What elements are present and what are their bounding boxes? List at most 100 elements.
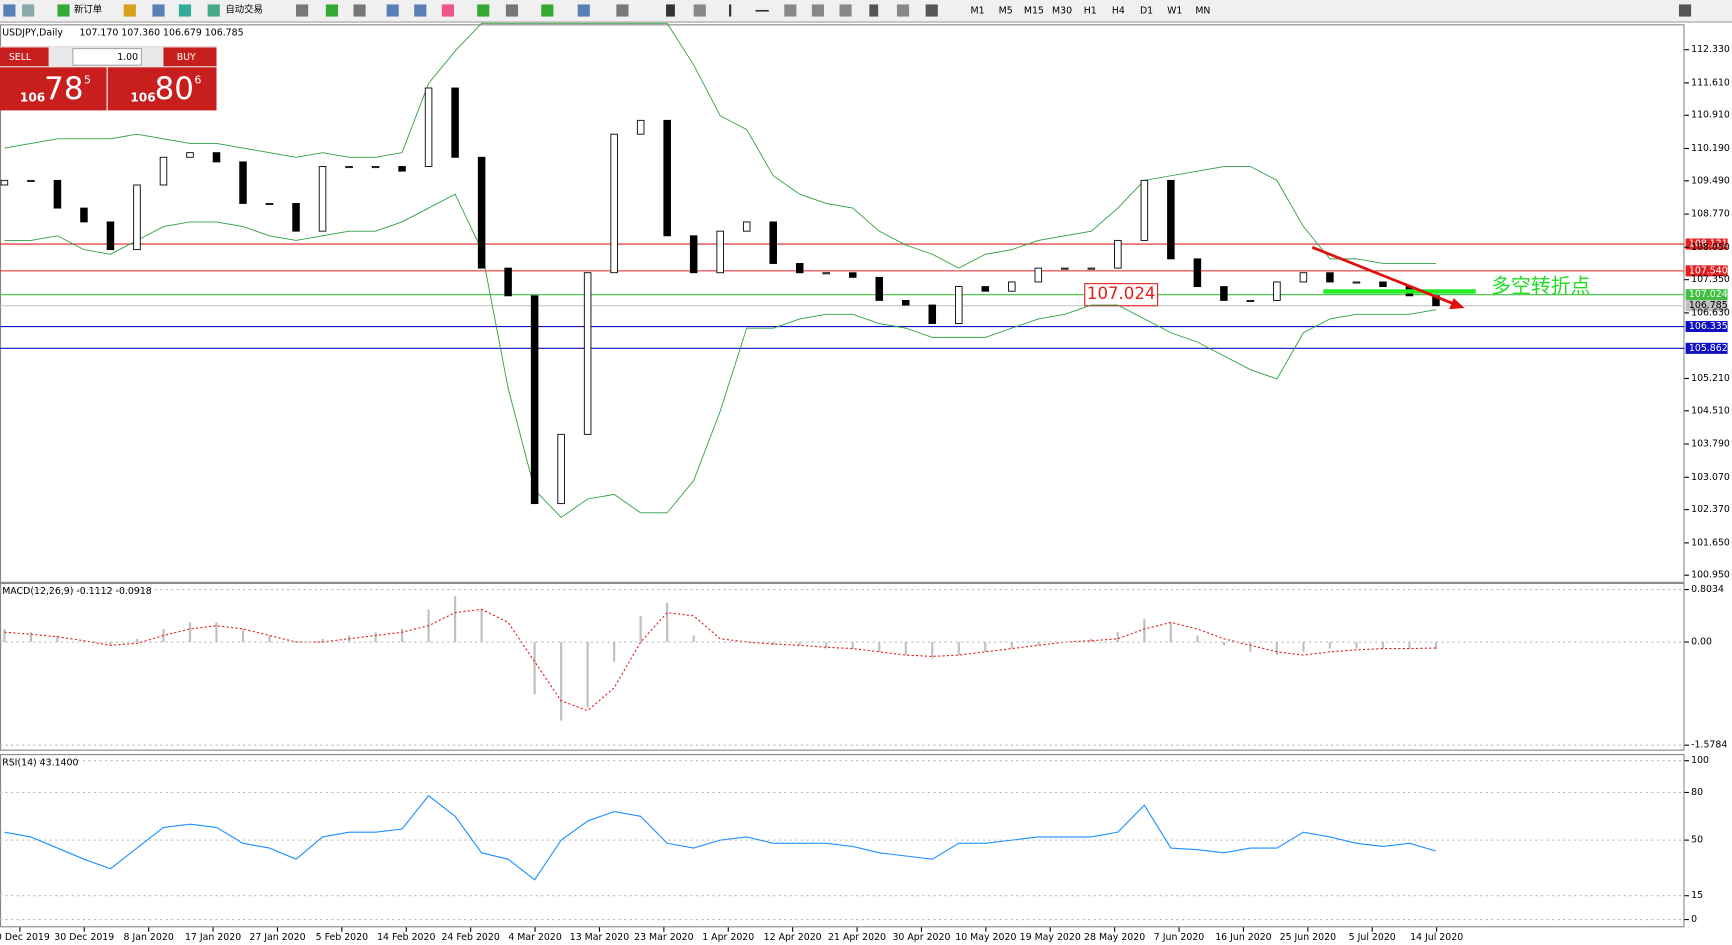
icon[interactable] [577, 4, 590, 17]
level-tag [1685, 289, 1728, 301]
icon[interactable] [441, 4, 454, 17]
icon[interactable] [414, 4, 427, 17]
sell-label[interactable]: SELL [9, 52, 32, 63]
main-panel [0, 24, 1685, 583]
x-tick-label: 17 Jan 2020 [185, 932, 241, 943]
icon[interactable] [616, 4, 629, 17]
level-label: 106.785 [1689, 300, 1728, 311]
timeframe-button[interactable]: W1 [1167, 6, 1182, 17]
icon[interactable] [386, 4, 399, 17]
icon[interactable] [755, 9, 769, 12]
x-tick-label: 23 Mar 2020 [634, 932, 693, 943]
lots-value[interactable]: 1.00 [117, 52, 138, 63]
candle [1299, 272, 1308, 283]
candle [822, 272, 830, 275]
rsi-panel [0, 754, 1685, 928]
timeframe-button[interactable]: M1 [971, 6, 985, 17]
x-tick-label: 14 Feb 2020 [377, 932, 435, 943]
auto-trading-button[interactable]: 自动交易 [225, 3, 263, 15]
ohlc-label: 107.170 107.360 106.679 106.785 [80, 28, 244, 39]
icon[interactable] [22, 4, 35, 17]
candle [1326, 272, 1334, 283]
drawn-trend-arrow [1311, 246, 1457, 306]
icon[interactable] [896, 4, 910, 17]
lots-input[interactable] [72, 48, 142, 66]
level-label: 108.121 [1689, 239, 1728, 250]
y-tick-label: 110.190 [1691, 143, 1730, 154]
search-icon[interactable] [1678, 4, 1692, 17]
level-tag [1685, 342, 1728, 354]
candle [981, 286, 990, 292]
bollinger-band [4, 193, 1437, 519]
icon[interactable] [666, 4, 675, 17]
candle [557, 433, 565, 505]
level-tag [1685, 300, 1728, 312]
candle [186, 152, 194, 158]
icon[interactable] [869, 4, 879, 17]
icon[interactable] [477, 4, 490, 17]
candle [159, 156, 168, 186]
icon[interactable] [353, 4, 366, 17]
timeframe-button[interactable]: H4 [1112, 6, 1125, 17]
x-tick-label: 12 Apr 2020 [764, 932, 822, 943]
icon[interactable] [505, 4, 519, 17]
timeframe-button[interactable]: M30 [1052, 6, 1072, 17]
y-tick-label: 106.630 [1691, 307, 1730, 318]
icon[interactable] [784, 4, 797, 17]
candle [902, 299, 910, 306]
buy-label[interactable]: BUY [177, 52, 196, 63]
icon[interactable] [693, 4, 706, 17]
icon[interactable] [325, 4, 339, 17]
candle [689, 235, 698, 274]
icon[interactable] [57, 4, 70, 17]
icon[interactable] [3, 4, 16, 17]
timeframe-button[interactable]: H1 [1084, 6, 1097, 17]
bid-big: 106 [20, 91, 45, 105]
sell-button[interactable] [0, 47, 49, 67]
icon[interactable] [296, 4, 309, 17]
candle [848, 272, 857, 278]
candle [875, 276, 884, 301]
buy-button[interactable] [163, 47, 217, 67]
timeframe-button[interactable]: M15 [1024, 6, 1044, 17]
icon[interactable] [839, 4, 852, 17]
icon[interactable] [925, 4, 938, 17]
new-order-button[interactable]: 新订单 [74, 3, 102, 15]
icon[interactable] [541, 4, 554, 17]
level-tag [1685, 265, 1728, 277]
candle [1008, 281, 1016, 292]
y-tick-label: 100.950 [1691, 570, 1730, 581]
candle [424, 87, 433, 167]
candle [477, 156, 486, 269]
candle [239, 161, 247, 204]
candle [265, 203, 274, 206]
icon[interactable] [811, 4, 825, 17]
candle [106, 221, 115, 251]
level-tag [1685, 238, 1728, 250]
level-label: 105.862 [1689, 343, 1728, 354]
candle [1273, 281, 1281, 301]
icon[interactable] [152, 4, 165, 17]
y-tick-label: 104.510 [1691, 405, 1730, 416]
icon[interactable] [123, 4, 136, 17]
annotation: 多空转折点 [1491, 275, 1590, 298]
rsi-line [4, 794, 1437, 881]
panel-title: MACD(12,26,9) -0.1112 -0.0918 [2, 586, 152, 597]
candle [795, 263, 804, 274]
candle [398, 166, 406, 172]
y-tick-label: 50 [1691, 835, 1703, 846]
x-tick-label: 30 Apr 2020 [892, 932, 950, 943]
icon[interactable] [178, 4, 192, 17]
bid-small: 5 [84, 74, 91, 87]
timeframe-button[interactable]: D1 [1140, 6, 1153, 17]
candle [769, 221, 777, 264]
timeframe-button[interactable]: MN [1195, 6, 1210, 17]
timeframe-button[interactable]: M5 [999, 6, 1013, 17]
candle [133, 184, 141, 251]
candle [345, 166, 353, 169]
candle [371, 166, 380, 169]
icon[interactable] [207, 4, 220, 17]
candle [1061, 267, 1069, 270]
icon[interactable] [729, 4, 732, 17]
